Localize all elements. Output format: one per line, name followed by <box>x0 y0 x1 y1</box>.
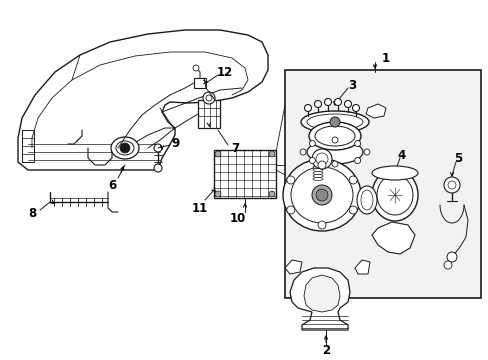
Bar <box>198 100 220 128</box>
Circle shape <box>443 177 459 193</box>
Circle shape <box>154 164 162 172</box>
Circle shape <box>268 191 274 197</box>
Circle shape <box>203 92 215 104</box>
Circle shape <box>314 100 321 108</box>
Circle shape <box>344 100 351 108</box>
Circle shape <box>443 261 451 269</box>
Ellipse shape <box>312 168 323 171</box>
Text: 2: 2 <box>321 343 329 356</box>
Ellipse shape <box>306 140 362 164</box>
Circle shape <box>354 157 360 163</box>
Circle shape <box>334 99 341 105</box>
Text: 3: 3 <box>347 78 355 91</box>
Circle shape <box>215 191 221 197</box>
Circle shape <box>317 221 325 229</box>
Text: 5: 5 <box>453 152 461 165</box>
Circle shape <box>215 151 221 157</box>
Bar <box>285 70 480 298</box>
Polygon shape <box>285 260 302 274</box>
Ellipse shape <box>301 111 368 133</box>
Circle shape <box>447 181 455 189</box>
Circle shape <box>205 95 212 101</box>
Ellipse shape <box>312 175 323 177</box>
Circle shape <box>354 140 360 147</box>
Ellipse shape <box>116 141 134 155</box>
Circle shape <box>309 157 315 163</box>
Polygon shape <box>371 222 414 254</box>
Polygon shape <box>354 260 369 274</box>
Circle shape <box>329 117 339 127</box>
Circle shape <box>193 65 199 71</box>
Ellipse shape <box>306 114 362 130</box>
Polygon shape <box>304 275 339 312</box>
Circle shape <box>315 153 327 165</box>
Text: 9: 9 <box>171 136 180 149</box>
Text: 7: 7 <box>230 141 239 154</box>
Text: 11: 11 <box>191 202 208 215</box>
Circle shape <box>286 176 294 184</box>
Ellipse shape <box>283 159 360 231</box>
Polygon shape <box>18 30 267 170</box>
Text: 6: 6 <box>108 179 116 192</box>
Circle shape <box>446 252 456 262</box>
Circle shape <box>309 140 315 147</box>
Text: 10: 10 <box>229 212 245 225</box>
Circle shape <box>268 151 274 157</box>
Circle shape <box>363 149 369 155</box>
Bar <box>22 130 34 162</box>
Circle shape <box>315 189 327 201</box>
Circle shape <box>331 161 337 167</box>
Circle shape <box>348 206 356 214</box>
Bar <box>194 78 205 88</box>
Circle shape <box>324 99 331 105</box>
Circle shape <box>120 143 130 153</box>
Circle shape <box>311 149 331 169</box>
Ellipse shape <box>356 186 376 214</box>
Ellipse shape <box>312 177 323 180</box>
Circle shape <box>348 176 356 184</box>
Ellipse shape <box>376 175 412 215</box>
Polygon shape <box>365 104 385 118</box>
Text: 1: 1 <box>381 51 389 64</box>
Circle shape <box>154 144 162 152</box>
Text: 8: 8 <box>28 207 36 220</box>
Ellipse shape <box>290 167 352 223</box>
Bar <box>214 150 275 198</box>
Circle shape <box>304 104 311 112</box>
Circle shape <box>299 149 305 155</box>
Ellipse shape <box>308 122 360 150</box>
Circle shape <box>286 206 294 214</box>
Circle shape <box>317 161 325 169</box>
Circle shape <box>352 104 359 112</box>
Ellipse shape <box>360 190 372 210</box>
Text: 12: 12 <box>217 66 233 78</box>
Ellipse shape <box>314 126 354 146</box>
Polygon shape <box>289 268 349 330</box>
Ellipse shape <box>371 166 417 180</box>
Circle shape <box>331 137 337 143</box>
Ellipse shape <box>371 169 417 221</box>
Text: 4: 4 <box>397 149 406 162</box>
Ellipse shape <box>312 166 323 168</box>
Ellipse shape <box>312 171 323 175</box>
Circle shape <box>311 185 331 205</box>
Ellipse shape <box>111 137 139 159</box>
